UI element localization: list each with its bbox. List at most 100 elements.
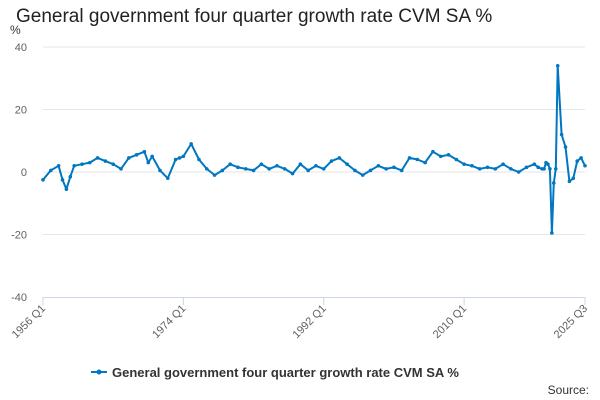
data-point (438, 154, 443, 159)
data-point (392, 165, 396, 170)
data-point (368, 168, 373, 173)
data-point (470, 163, 474, 168)
data-point (553, 167, 558, 171)
data-point (64, 187, 69, 191)
y-tick-label: -20 (11, 230, 27, 242)
data-point (454, 157, 459, 162)
data-point (126, 156, 131, 160)
y-tick-label: 20 (15, 105, 27, 117)
data-point (95, 156, 100, 160)
data-point (103, 159, 108, 163)
data-point (542, 167, 546, 171)
y-axis-label: % (10, 23, 21, 37)
data-point (548, 167, 552, 171)
data-point (306, 168, 310, 173)
data-point (220, 168, 225, 173)
data-point (150, 154, 154, 159)
data-point (189, 142, 193, 146)
data-point (575, 159, 580, 163)
data-point (72, 163, 76, 168)
data-point (353, 168, 357, 173)
x-tick-label: 1956 Q1 (10, 303, 48, 341)
x-tick-label: 1992 Q1 (291, 303, 329, 341)
data-point (321, 167, 326, 171)
data-point (165, 176, 170, 181)
data-point (579, 156, 583, 160)
x-tick-label: 2010 Q1 (431, 303, 469, 341)
data-point (142, 149, 147, 154)
data-point (384, 167, 388, 171)
data-point (80, 162, 84, 166)
source-credit: Source: (548, 383, 589, 397)
data-point (243, 167, 248, 171)
data-point (552, 181, 556, 185)
data-point (559, 132, 564, 137)
data-point (477, 167, 482, 171)
data-point (493, 167, 498, 171)
data-point (212, 173, 217, 177)
data-point (314, 163, 318, 168)
data-point (134, 153, 139, 157)
data-point (298, 162, 303, 166)
data-point (583, 163, 587, 168)
legend-label: General government four quarter growth r… (112, 365, 459, 380)
series-line (42, 64, 586, 234)
data-point (173, 157, 178, 162)
data-point (550, 231, 554, 235)
data-point (329, 159, 334, 163)
data-point (158, 168, 162, 173)
chart-title: General government four quarter growth r… (16, 6, 493, 27)
data-point (462, 162, 466, 166)
data-point (290, 171, 295, 176)
legend-item[interactable]: General government four quarter growth r… (91, 365, 459, 380)
data-point (536, 165, 541, 170)
data-point (197, 157, 201, 162)
data-point (282, 167, 287, 171)
data-point (555, 63, 560, 68)
data-point (236, 165, 240, 170)
data-point (524, 165, 529, 170)
data-point (204, 167, 209, 171)
data-point (532, 162, 537, 166)
data-point (415, 157, 420, 162)
data-point (399, 168, 404, 173)
data-point (563, 145, 568, 149)
x-tick-label: 1974 Q1 (150, 303, 188, 341)
data-point (509, 167, 513, 171)
data-point (275, 163, 279, 168)
data-point (571, 176, 576, 181)
data-point (345, 162, 349, 166)
data-point (251, 168, 256, 173)
data-point (376, 163, 381, 168)
data-point (407, 156, 412, 160)
data-point (337, 156, 342, 160)
data-point (68, 174, 73, 179)
y-tick-label: -40 (11, 292, 27, 304)
data-point (146, 160, 151, 165)
data-point (56, 163, 61, 168)
data-point (111, 162, 115, 166)
data-point (360, 173, 365, 177)
data-point (267, 167, 271, 171)
data-point (60, 178, 65, 182)
data-point (446, 153, 451, 157)
data-point (48, 168, 53, 173)
data-point (546, 162, 550, 166)
data-point (485, 165, 490, 170)
data-point (41, 178, 45, 182)
data-point (259, 162, 264, 166)
data-point (516, 170, 521, 174)
data-point (431, 149, 435, 154)
legend-marker-symbol (96, 369, 102, 375)
x-tick-label: 2025 Q3 (552, 303, 590, 341)
data-point (423, 160, 427, 165)
data-point (501, 162, 505, 166)
data-point (177, 156, 182, 160)
y-tick-label: 40 (15, 42, 27, 54)
y-tick-label: 0 (21, 167, 27, 179)
data-point (567, 179, 572, 184)
data-point (228, 162, 232, 166)
data-point (119, 167, 123, 171)
